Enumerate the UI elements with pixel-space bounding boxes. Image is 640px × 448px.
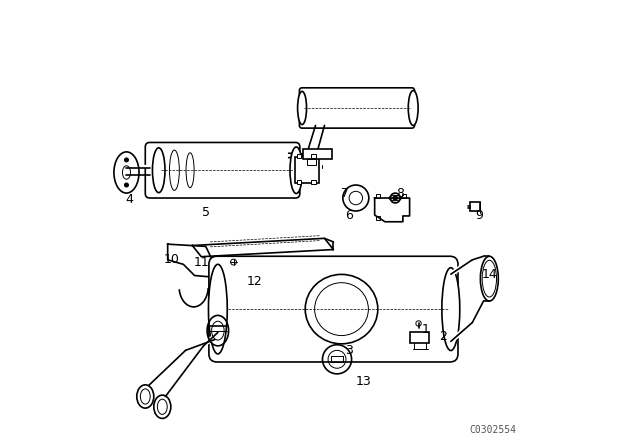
Ellipse shape (393, 196, 397, 200)
Text: 11: 11 (193, 255, 209, 269)
Text: 14: 14 (481, 267, 497, 281)
Text: 4: 4 (125, 193, 134, 206)
FancyBboxPatch shape (209, 256, 458, 362)
Text: 5: 5 (202, 206, 210, 220)
Bar (376, 216, 380, 220)
Ellipse shape (408, 90, 418, 125)
Ellipse shape (152, 148, 165, 193)
FancyBboxPatch shape (300, 88, 415, 128)
Bar (297, 180, 301, 184)
Text: C0302554: C0302554 (469, 425, 516, 435)
Ellipse shape (290, 147, 303, 194)
Ellipse shape (298, 91, 307, 125)
Ellipse shape (209, 264, 227, 354)
Ellipse shape (442, 268, 460, 350)
Bar (376, 194, 380, 198)
Bar (311, 180, 316, 184)
Bar (311, 154, 316, 158)
Ellipse shape (137, 385, 154, 408)
Text: 9: 9 (475, 208, 483, 222)
FancyBboxPatch shape (145, 142, 300, 198)
Text: 1: 1 (421, 323, 429, 336)
Text: 3: 3 (345, 344, 353, 357)
Ellipse shape (154, 395, 171, 418)
Bar (297, 154, 301, 158)
Text: 6: 6 (345, 208, 353, 222)
Polygon shape (192, 238, 333, 257)
Ellipse shape (481, 256, 499, 301)
FancyBboxPatch shape (296, 157, 319, 183)
Ellipse shape (124, 183, 129, 187)
Bar (401, 194, 406, 198)
Text: 10: 10 (163, 253, 179, 267)
Bar (470, 202, 480, 211)
Polygon shape (168, 244, 215, 277)
Bar (410, 332, 429, 343)
Text: 7: 7 (340, 187, 349, 200)
Polygon shape (374, 198, 410, 222)
Bar (303, 149, 332, 159)
Text: 12: 12 (247, 275, 263, 288)
Bar (307, 159, 316, 165)
Text: 8: 8 (396, 187, 404, 200)
Text: 2: 2 (439, 330, 447, 344)
Text: 13: 13 (356, 375, 372, 388)
Ellipse shape (124, 158, 129, 162)
